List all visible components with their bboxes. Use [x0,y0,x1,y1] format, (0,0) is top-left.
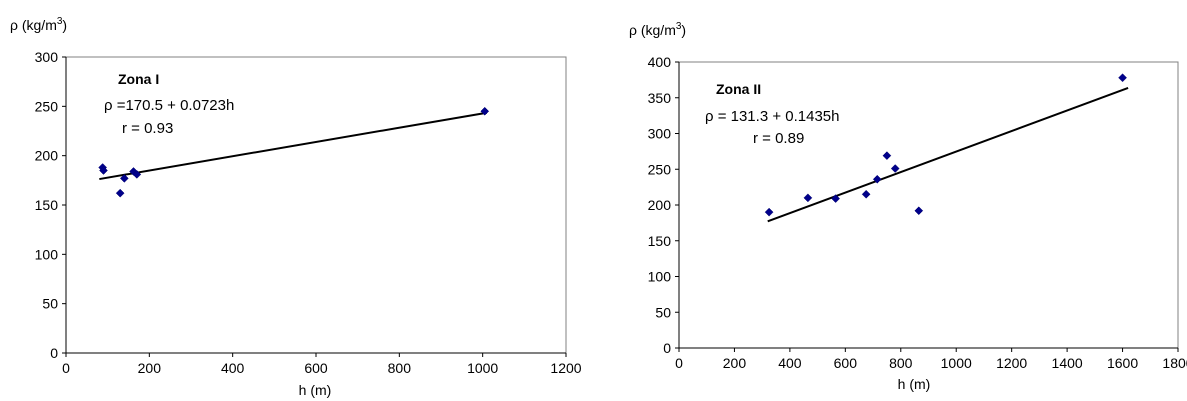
data-point [882,151,892,161]
x-axis-label: h (m) [299,382,332,398]
y-axis-label-main: ρ (kg/m [629,22,676,38]
x-tick-label: 1600 [1107,355,1138,371]
data-point [132,170,142,179]
y-axis-label-sup: 3 [57,16,63,27]
y-tick-label: 200 [35,148,59,164]
correlation-coefficient: r = 0.93 [122,120,173,137]
y-tick-label: 150 [648,233,672,249]
y-tick-label: 150 [35,197,59,213]
x-tick-label: 800 [889,355,913,371]
chart-zona-i: 0 50 100 150 200 250 300 0 200 400 600 800 1000 1200 Z… [0,0,590,401]
x-tick-label: 200 [138,360,162,376]
regression-equation: ρ = 131.3 + 0.1435h [705,108,839,125]
y-tick-label: 100 [648,269,672,285]
correlation-coefficient: r = 0.89 [753,130,804,147]
y-tick-label: 250 [35,98,59,114]
y-tick-label: 300 [35,49,59,65]
x-tick-label: 600 [834,355,858,371]
y-tick-label: 100 [35,246,59,262]
data-point [480,106,490,116]
chart-title: Zona II [716,81,761,97]
x-tick-label: 200 [723,355,747,371]
data-point [115,188,125,198]
data-point [890,164,900,173]
y-tick-label: 50 [42,296,58,312]
y-tick-label: 300 [648,126,672,142]
x-tick-label: 400 [778,355,802,371]
y-tick-label: 400 [648,54,672,70]
data-point [119,174,129,183]
data-point [1118,73,1127,83]
y-tick-label: 200 [648,197,672,213]
data-point [99,166,108,175]
chart-zona-ii: 0 50 100 150 200 250 300 350 400 0 200 400 600 800 100… [617,0,1187,401]
data-point [861,189,871,199]
y-axis-label-sup: 3 [676,21,682,32]
data-point [831,194,840,203]
y-axis-label-close: ) [62,17,67,33]
x-tick-label: 800 [388,360,412,376]
y-axis-label: ρ (kg/m3) [629,21,686,38]
trendline [767,86,1129,223]
x-tick-label: 400 [221,360,245,376]
y-tick-label: 350 [648,90,672,106]
x-axis-label: h (m) [898,376,931,392]
x-tick-label: 1800 [1162,355,1187,371]
chart-zona-i-svg: 0 50 100 150 200 250 300 0 200 400 600 800 1000 1200 Z… [10,16,582,398]
data-point [764,207,774,217]
x-tick-label: 1000 [941,355,972,371]
y-axis-label: ρ (kg/m3) [10,16,67,33]
y-axis-label-main: ρ (kg/m [10,17,57,33]
y-tick-label: 250 [648,161,672,177]
y-tick-label: 0 [50,345,58,361]
x-tick-label: 1200 [996,355,1027,371]
x-tick-label: 1400 [1052,355,1083,371]
plot-area [678,61,1179,349]
x-tick-label: 600 [304,360,328,376]
x-tick-label: 1200 [550,360,581,376]
y-tick-label: 50 [655,304,671,320]
chart-zona-ii-svg: 0 50 100 150 200 250 300 350 400 0 200 400 600 800 100… [629,21,1187,392]
chart-title: Zona I [118,71,159,87]
x-tick-label: 1000 [467,360,498,376]
y-tick-label: 0 [663,340,671,356]
x-tick-label: 0 [675,355,683,371]
trendline [99,111,488,181]
x-tick-label: 0 [62,360,70,376]
regression-equation: ρ =170.5 + 0.0723h [104,97,234,114]
data-point [803,193,813,203]
y-axis-label-close: ) [681,22,686,38]
data-point [914,206,924,216]
data-point [872,174,882,184]
